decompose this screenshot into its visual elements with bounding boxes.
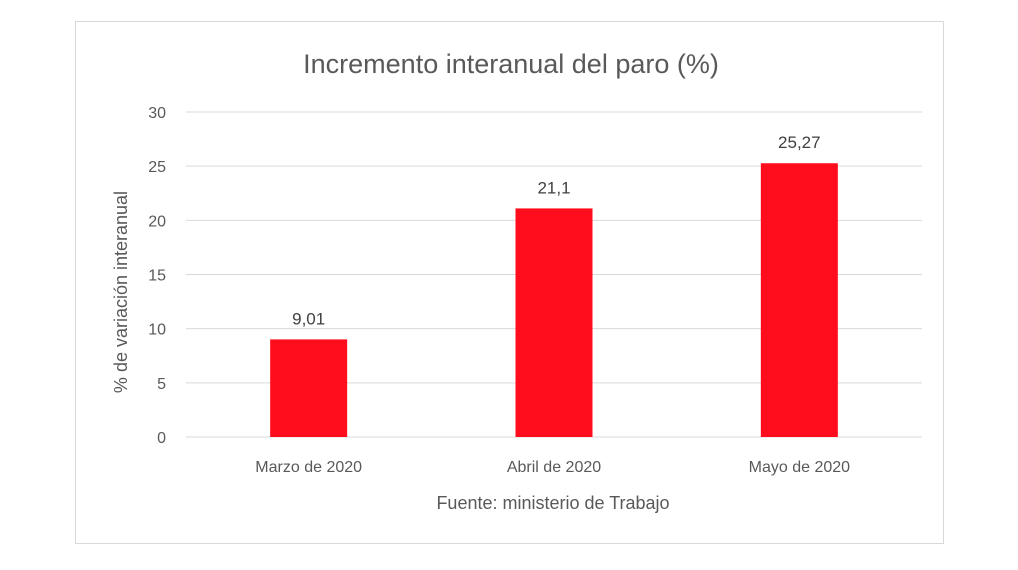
bar bbox=[760, 163, 838, 437]
bars bbox=[270, 163, 838, 437]
bar bbox=[270, 339, 348, 437]
y-tick-label: 20 bbox=[148, 213, 166, 230]
data-labels: 9,01 21,1 25,27 bbox=[292, 133, 820, 328]
y-tick-label: 0 bbox=[157, 430, 166, 447]
x-category-label: Abril de 2020 bbox=[507, 459, 601, 476]
y-tick-label: 5 bbox=[157, 376, 166, 393]
y-axis-title: % de variación interanual bbox=[111, 191, 131, 393]
data-label: 21,1 bbox=[537, 178, 570, 197]
data-label: 25,27 bbox=[778, 133, 821, 152]
x-category-label: Marzo de 2020 bbox=[255, 459, 362, 476]
chart-frame: Incremento interanual del paro (%) 0 5 10 1… bbox=[75, 21, 944, 544]
bar bbox=[515, 208, 593, 437]
chart-title: Incremento interanual del paro (%) bbox=[303, 49, 719, 79]
y-tick-label: 30 bbox=[148, 105, 166, 122]
y-tick-label: 25 bbox=[148, 159, 166, 176]
y-axis-ticks: 0 5 10 15 20 25 30 bbox=[148, 105, 166, 447]
y-tick-label: 10 bbox=[148, 322, 166, 339]
x-category-label: Mayo de 2020 bbox=[749, 459, 851, 476]
x-axis-title: Fuente: ministerio de Trabajo bbox=[436, 493, 669, 513]
bar-chart: Incremento interanual del paro (%) 0 5 10 1… bbox=[111, 49, 922, 513]
data-label: 9,01 bbox=[292, 309, 325, 328]
x-axis-categories: Marzo de 2020 Abril de 2020 Mayo de 2020 bbox=[255, 459, 850, 476]
y-tick-label: 15 bbox=[148, 268, 166, 285]
